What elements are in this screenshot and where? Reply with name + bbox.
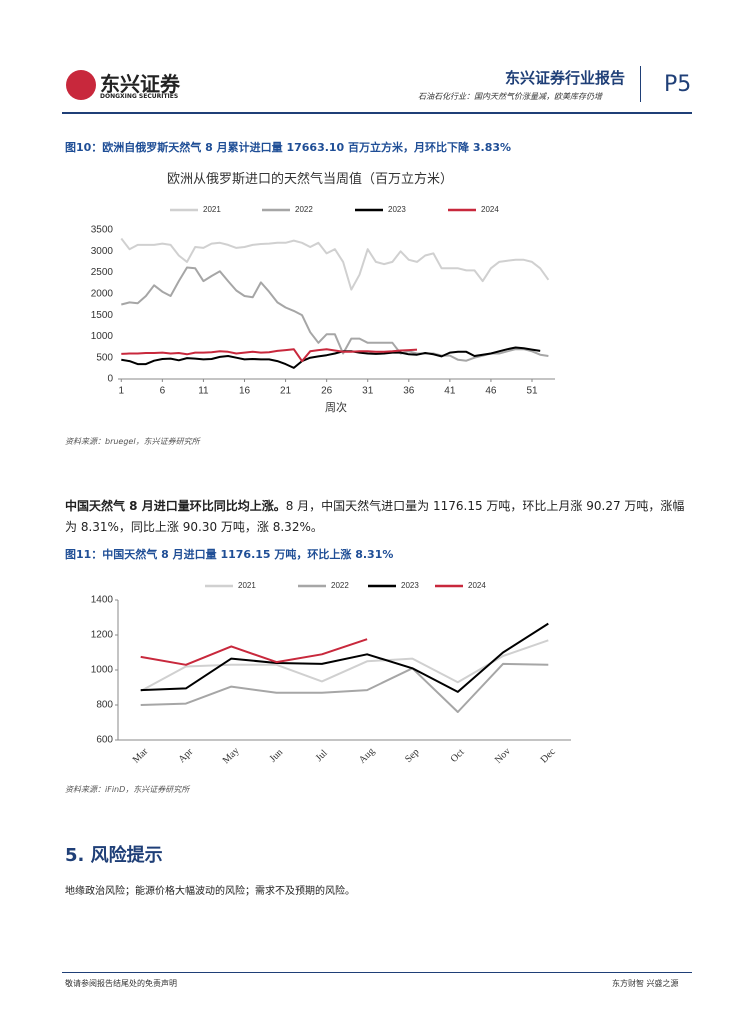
- x-tick-label: 51: [526, 386, 538, 397]
- series-line: [120, 237, 550, 291]
- series-line: [140, 662, 549, 713]
- series-line: [140, 622, 549, 693]
- x-tick-label: Jun: [268, 747, 286, 765]
- chart-title: 欧洲从俄罗斯进口的天然气当周值（百万立方米）: [167, 171, 453, 186]
- x-tick-label: Apr: [176, 746, 195, 765]
- x-tick-label: Mar: [131, 746, 151, 766]
- x-tick-label: Oct: [449, 747, 467, 765]
- legend-label: 2021: [238, 581, 256, 590]
- legend-label: 2024: [481, 205, 499, 214]
- figure-source: 资料来源：bruegel，东兴证券研究所: [65, 437, 200, 446]
- y-tick-label: 1000: [91, 331, 114, 342]
- footer-right: 东方财智 兴盛之源: [612, 979, 679, 988]
- legend-label: 2024: [468, 581, 486, 590]
- header-rule: [62, 112, 692, 114]
- legend-label: 2023: [388, 205, 406, 214]
- x-tick-label: 46: [485, 386, 497, 397]
- figure-caption: 图11：中国天然气 8 月进口量 1176.15 万吨，环比上涨 8.31%: [65, 548, 394, 561]
- x-tick-label: Jul: [314, 748, 330, 764]
- y-tick-label: 500: [96, 352, 113, 363]
- legend-label: 2021: [203, 205, 221, 214]
- series-line: [121, 346, 541, 369]
- paragraph-body: 8 月，中国天然气进口量为 1176.15 万吨，环比上月涨 90.27 万吨，…: [65, 499, 685, 534]
- x-tick-label: 41: [444, 386, 456, 397]
- y-tick-label: 1200: [91, 630, 114, 641]
- logo-text: 东兴证券: [100, 72, 180, 96]
- x-tick-label: Sep: [403, 747, 421, 765]
- y-tick-label: 1500: [91, 310, 114, 321]
- legend-label: 2022: [295, 205, 313, 214]
- y-tick-label: 0: [107, 374, 113, 385]
- section-heading: 5. 风险提示: [65, 845, 163, 866]
- y-tick-label: 800: [96, 700, 113, 711]
- figure-source: 资料来源：iFinD，东兴证券研究所: [65, 785, 190, 794]
- y-tick-label: 1000: [91, 665, 114, 676]
- x-tick-label: 31: [362, 386, 374, 397]
- x-tick-label: May: [221, 745, 242, 766]
- x-tick-label: 1: [119, 386, 125, 397]
- series-line: [121, 266, 549, 362]
- x-tick-label: 6: [160, 386, 166, 397]
- x-tick-label: 16: [239, 386, 251, 397]
- footer-left: 敬请参阅报告结尾处的免责声明: [65, 979, 177, 988]
- figure-caption: 图10：欧洲自俄罗斯天然气 8 月累计进口量 17663.10 百万立方米，月环…: [65, 141, 512, 154]
- y-tick-label: 2000: [91, 288, 114, 299]
- x-tick-label: 26: [321, 386, 333, 397]
- divider: [640, 66, 641, 102]
- y-tick-label: 1400: [91, 595, 114, 606]
- footer-rule: [62, 972, 692, 973]
- x-tick-label: Dec: [539, 746, 559, 766]
- series-line: [140, 638, 368, 666]
- x-tick-label: 36: [403, 386, 415, 397]
- x-tick-label: Aug: [357, 746, 377, 766]
- report-subtitle: 石油石化行业：国内天然气价涨量减，欧美库存仍增: [418, 92, 602, 101]
- legend-label: 2022: [331, 581, 349, 590]
- paragraph-lead: 中国天然气 8 月进口量环比同比均上涨。: [65, 499, 286, 513]
- x-axis-label: 周次: [325, 400, 347, 414]
- x-tick-label: 11: [198, 386, 209, 397]
- y-tick-label: 3500: [91, 225, 114, 236]
- x-tick-label: Nov: [493, 746, 513, 766]
- legend-label: 2023: [401, 581, 419, 590]
- y-tick-label: 3000: [91, 246, 114, 257]
- page-number: P5: [664, 72, 692, 97]
- logo-icon: [66, 70, 96, 100]
- paragraph: 中国天然气 8 月进口量环比同比均上涨。8 月，中国天然气进口量为 1176.1…: [65, 496, 693, 538]
- logo-en: DONGXING SECURITIES: [100, 93, 179, 100]
- y-tick-label: 2500: [91, 267, 114, 278]
- x-tick-label: 21: [280, 386, 292, 397]
- report-title: 东兴证券行业报告: [505, 69, 626, 87]
- y-tick-label: 600: [96, 735, 113, 746]
- series-line: [121, 348, 418, 363]
- risk-text: 地缘政治风险；能源价格大幅波动的风险；需求不及预期的风险。: [65, 886, 355, 897]
- series-line: [140, 639, 549, 692]
